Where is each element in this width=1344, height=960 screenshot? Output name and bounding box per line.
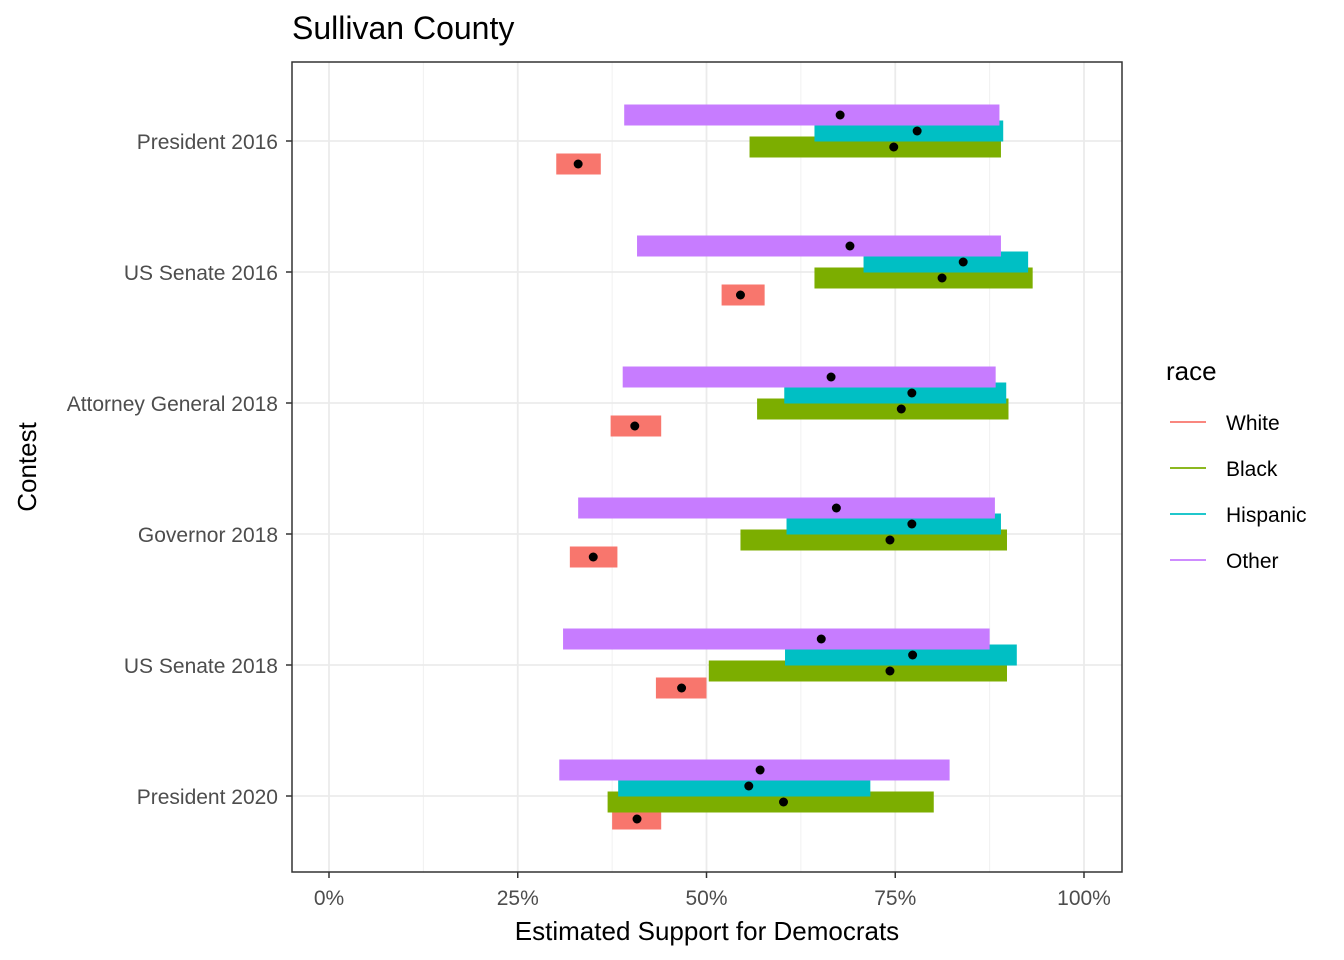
point-other	[831, 503, 841, 513]
bar-other	[622, 366, 996, 388]
point-other	[835, 110, 845, 120]
bar-hispanic	[784, 382, 1007, 404]
bar-black	[749, 136, 1001, 158]
point-hispanic	[907, 388, 917, 398]
point-hispanic	[744, 781, 754, 791]
point-white	[630, 421, 640, 431]
point-white	[632, 814, 642, 824]
point-estimates	[573, 110, 968, 824]
bar-black	[814, 267, 1033, 289]
bar-other	[624, 104, 1000, 126]
x-axis-title: Estimated Support for Democrats	[515, 916, 899, 946]
x-tick-label: 50%	[685, 887, 727, 910]
point-black	[885, 535, 895, 545]
bar-other	[559, 759, 950, 781]
bar-black	[740, 529, 1007, 551]
legend-title: race	[1166, 356, 1217, 386]
grid-lines	[292, 62, 1122, 872]
point-other	[816, 634, 826, 644]
bar-black	[757, 398, 1009, 420]
chart-title: Sullivan County	[292, 10, 515, 46]
point-black	[779, 797, 789, 807]
point-hispanic	[912, 126, 922, 136]
point-hispanic	[907, 519, 917, 529]
point-black	[896, 404, 906, 414]
x-tick-label: 25%	[497, 887, 539, 910]
legend: race White Black Hispanic Other	[1166, 356, 1307, 573]
y-axis: President 2016 US Senate 2016 Attorney Gen…	[67, 131, 292, 809]
legend-label-white: White	[1226, 412, 1280, 435]
y-tick-label: President 2016	[137, 131, 278, 154]
point-black	[889, 142, 899, 152]
point-other	[826, 372, 836, 382]
point-white	[677, 683, 687, 693]
legend-label-black: Black	[1226, 458, 1278, 481]
point-hispanic	[958, 257, 968, 267]
bar-hispanic	[785, 644, 1017, 666]
bar-hispanic	[618, 775, 871, 797]
x-axis: 0% 25% 50% 75% 100%	[314, 872, 1111, 910]
y-axis-title: Contest	[12, 421, 42, 511]
y-tick-label: US Senate 2016	[124, 262, 278, 285]
x-tick-label: 75%	[874, 887, 916, 910]
point-other	[845, 241, 855, 251]
y-tick-label: Governor 2018	[138, 524, 278, 547]
point-black	[885, 666, 895, 676]
point-hispanic	[908, 650, 918, 660]
bar-black	[708, 660, 1007, 682]
bar-black	[607, 791, 934, 813]
bar-other	[578, 497, 995, 519]
point-white	[573, 159, 583, 169]
bar-hispanic	[786, 513, 1001, 535]
point-white	[735, 290, 745, 300]
x-tick-label: 100%	[1057, 887, 1111, 910]
y-tick-label: US Senate 2018	[124, 655, 278, 678]
legend-label-other: Other	[1226, 550, 1279, 573]
point-black	[937, 273, 947, 283]
y-tick-label: Attorney General 2018	[67, 393, 278, 416]
bar-hispanic	[814, 120, 1004, 142]
bar-hispanic	[863, 251, 1029, 273]
x-tick-label: 0%	[314, 887, 344, 910]
point-white	[588, 552, 598, 562]
bar-other	[637, 235, 1001, 257]
y-tick-label: President 2020	[137, 786, 278, 809]
legend-label-hispanic: Hispanic	[1226, 504, 1307, 527]
bar-other	[563, 628, 990, 650]
point-other	[755, 765, 765, 775]
